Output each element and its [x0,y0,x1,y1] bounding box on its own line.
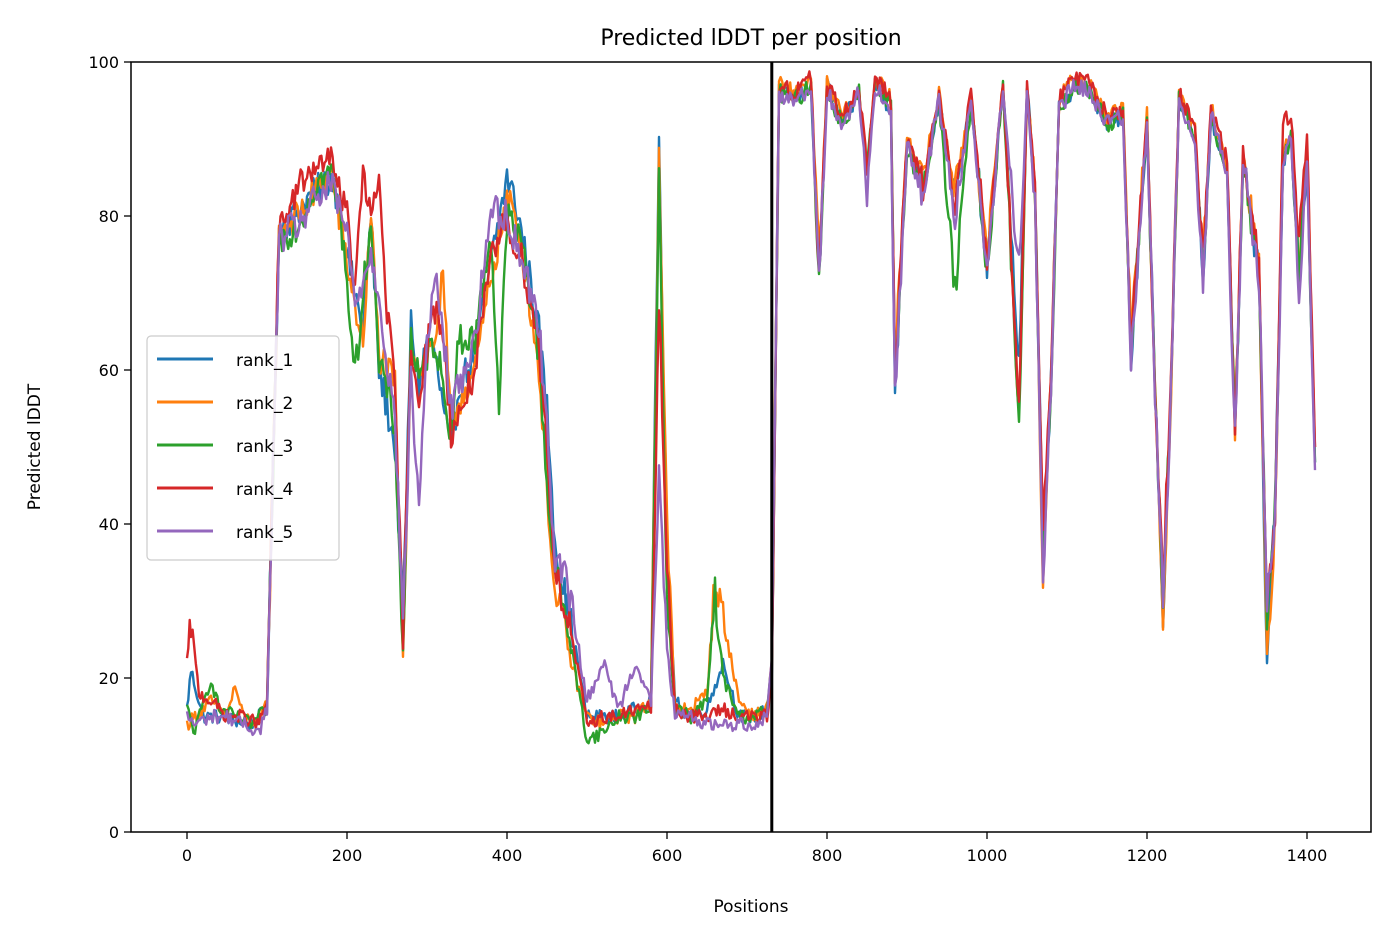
x-axis-label: Positions [713,897,788,917]
y-tick-label: 20 [99,669,119,688]
y-tick-label: 80 [99,207,119,226]
y-tick-label: 40 [99,515,119,534]
series-line-rank_2 [185,72,1317,731]
series-line-rank_5 [185,78,1317,737]
x-tick-label: 1000 [967,846,1008,865]
x-tick-label: 0 [182,846,192,865]
legend-label-rank_2: rank_2 [236,394,293,414]
legend-label-rank_4: rank_4 [236,480,293,500]
x-axis-ticks: 0 200 400 600 800 1000 1200 1400 [182,832,1327,865]
legend-label-rank_3: rank_3 [236,437,293,457]
y-axis-ticks: 0 20 40 60 80 100 [88,53,131,842]
legend: rank_1 rank_2 rank_3 rank_4 rank_5 [146,335,340,561]
x-tick-label: 1400 [1287,846,1328,865]
x-tick-label: 1200 [1127,846,1168,865]
plot-lines [185,70,1317,745]
chart-title: Predicted lDDT per position [600,26,901,51]
series-line-rank_4 [185,70,1317,730]
y-tick-label: 60 [99,361,119,380]
y-tick-label: 100 [88,53,119,72]
x-tick-label: 800 [812,846,843,865]
y-tick-label: 0 [109,823,119,842]
x-tick-label: 400 [492,846,523,865]
series-line-rank_1 [185,77,1317,731]
legend-box [146,335,340,561]
legend-label-rank_1: rank_1 [236,351,293,371]
x-tick-label: 200 [332,846,363,865]
y-axis-label: Predicted lDDT [25,383,45,510]
legend-label-rank_5: rank_5 [236,523,293,543]
x-tick-label: 600 [652,846,683,865]
series-line-rank_3 [185,77,1317,745]
plot-frame [130,61,1372,833]
